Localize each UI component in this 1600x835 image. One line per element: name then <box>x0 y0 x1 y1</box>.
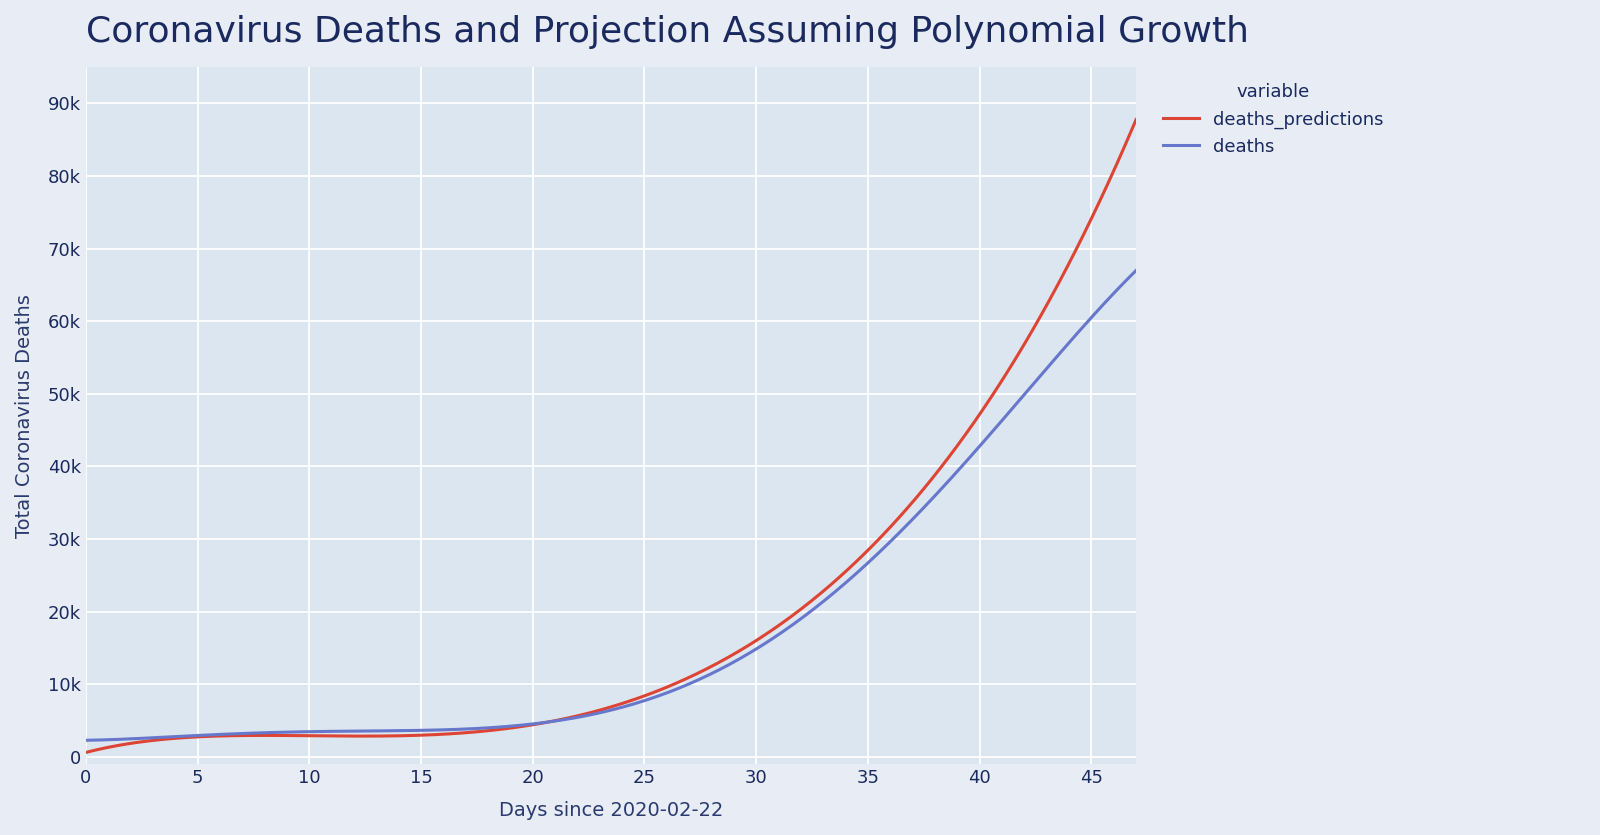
deaths_predictions <box>581 707 600 717</box>
X-axis label: Days since 2020-02-22: Days since 2020-02-22 <box>499 801 723 820</box>
deaths_predictions <box>701 661 720 671</box>
deaths <box>701 669 720 679</box>
deaths <box>574 711 594 721</box>
deaths <box>581 710 600 720</box>
Y-axis label: Total Coronavirus Deaths: Total Coronavirus Deaths <box>14 294 34 538</box>
deaths <box>938 478 957 488</box>
deaths_predictions <box>77 747 96 757</box>
deaths_predictions <box>645 687 664 697</box>
Line: deaths: deaths <box>86 271 1136 741</box>
deaths <box>1101 291 1120 301</box>
deaths <box>1126 266 1146 276</box>
Text: Coronavirus Deaths and Projection Assuming Polynomial Growth: Coronavirus Deaths and Projection Assumi… <box>86 15 1250 49</box>
deaths_predictions <box>1101 172 1120 182</box>
deaths_predictions <box>574 709 594 719</box>
deaths <box>77 736 96 746</box>
Line: deaths_predictions: deaths_predictions <box>86 119 1136 752</box>
deaths_predictions <box>938 455 957 465</box>
deaths_predictions <box>1126 114 1146 124</box>
deaths <box>645 692 664 702</box>
Legend: deaths_predictions, deaths: deaths_predictions, deaths <box>1155 76 1390 163</box>
